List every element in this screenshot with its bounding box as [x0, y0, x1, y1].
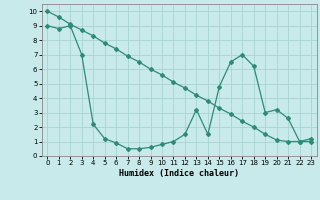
X-axis label: Humidex (Indice chaleur): Humidex (Indice chaleur)	[119, 169, 239, 178]
